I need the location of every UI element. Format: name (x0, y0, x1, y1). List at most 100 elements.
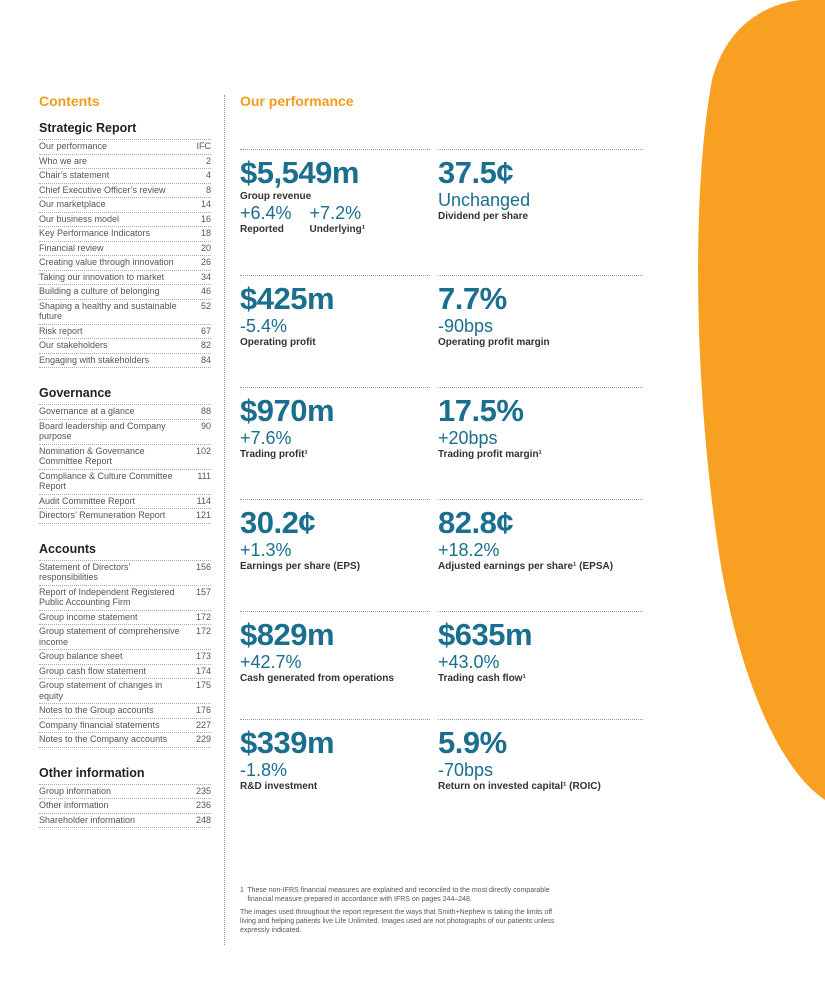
toc-item[interactable]: Creating value through innovation 26 (39, 255, 211, 270)
toc-item[interactable]: Group statement of comprehensive income 1… (39, 624, 211, 649)
toc-item-label: Report of Independent Registered Public … (39, 586, 175, 608)
toc-item[interactable]: Shareholder information 248 (39, 812, 211, 828)
metric-value: $425m (240, 281, 335, 316)
toc-item[interactable]: Group income statement 172 (39, 609, 211, 625)
metric-value: 7.7% (438, 281, 507, 316)
toc-item-label: Notes to the Company accounts (39, 734, 168, 744)
toc-item-page: 114 (196, 495, 211, 506)
toc-item-label: Nomination & Governance Committee Report (39, 445, 145, 467)
toc-item[interactable]: Our marketplace 14 (39, 197, 211, 212)
metric-label: Operating profit (240, 337, 316, 348)
metric-label: Trading profit margin¹ (438, 449, 542, 460)
contents-panel: Contents Strategic Report Our performanc… (39, 93, 211, 846)
metric-trading-profit-margin: 17.5% +20bps Trading profit margin¹ (438, 387, 643, 461)
toc-item-page: 34 (200, 271, 211, 282)
toc-item-label: Key Performance Indicators (39, 228, 151, 238)
metric-label: Group revenue (240, 191, 312, 202)
toc-item[interactable]: Compliance & Culture Committee Report 111 (39, 468, 211, 494)
toc-item-page: 121 (195, 510, 211, 520)
performance-title: Our performance (240, 93, 354, 109)
metric-trading-profit: $970m +7.6% Trading profit¹ (240, 387, 430, 461)
metric-change: +43.0% (438, 652, 500, 672)
toc-item-label: Our performance (39, 141, 108, 151)
toc-item[interactable]: Company financial statements 227 (39, 717, 211, 733)
toc-item-label: Chair’s statement (39, 170, 110, 180)
toc-item-page: 16 (200, 213, 211, 224)
toc-item-label: Notes to the Group accounts (39, 705, 154, 715)
metric-value: $970m (240, 393, 335, 428)
toc-item[interactable]: Our business model 16 (39, 211, 211, 227)
toc-item[interactable]: Shaping a healthy and sustainable future… (39, 298, 211, 324)
toc-item-page: 111 (197, 470, 211, 481)
toc-item[interactable]: Financial review 20 (39, 240, 211, 256)
toc-item[interactable]: Other information 236 (39, 798, 211, 813)
toc-item[interactable]: Directors’ Remuneration Report 121 (39, 508, 211, 524)
toc-item[interactable]: Notes to the Company accounts 229 (39, 732, 211, 748)
toc-item[interactable]: Audit Committee Report 114 (39, 493, 211, 509)
section-title: Governance (39, 386, 112, 400)
toc-item-label: Directors’ Remuneration Report (39, 510, 166, 520)
toc-item-page: 90 (200, 420, 211, 431)
toc-item[interactable]: Group cash flow statement 174 (39, 663, 211, 679)
toc-item-label: Financial review (39, 242, 104, 253)
metric-cash-from-operations: $829m +42.7% Cash generated from operati… (240, 611, 430, 685)
toc-item[interactable]: Risk report 67 (39, 323, 211, 339)
toc-item-page: 156 (195, 561, 211, 572)
toc-item-page: 46 (200, 286, 211, 296)
section-title: Strategic Report (39, 121, 137, 135)
toc-item-label: Group cash flow statement (39, 665, 147, 676)
toc-item[interactable]: Report of Independent Registered Public … (39, 584, 211, 610)
toc-item[interactable]: Who we are 2 (39, 153, 211, 169)
toc-item[interactable]: Key Performance Indicators 18 (39, 226, 211, 241)
toc-item[interactable]: Taking our innovation to market 34 (39, 269, 211, 285)
contents-title: Contents (39, 93, 100, 109)
metric-label: Return on invested capital¹ (ROIC) (438, 781, 601, 792)
toc-item-page: 236 (195, 800, 211, 810)
toc-item[interactable]: Our stakeholders 82 (39, 338, 211, 353)
toc-item[interactable]: Statement of Directors’ responsibilities… (39, 559, 211, 585)
metric-operating-profit-margin: 7.7% -90bps Operating profit margin (438, 275, 643, 349)
toc-item[interactable]: Our performance IFC (39, 139, 211, 154)
metric-change: -90bps (438, 316, 494, 336)
toc-item[interactable]: Group information 235 (39, 783, 211, 799)
metric-label: Dividend per share (438, 211, 529, 222)
toc-item-label: Creating value through innovation (39, 257, 174, 267)
toc-item[interactable]: Board leadership and Company purpose 90 (39, 418, 211, 444)
toc-item[interactable]: Chief Executive Officer’s review 8 (39, 182, 211, 198)
toc-item-page: 175 (195, 680, 211, 690)
toc-item-label: Governance at a glance (39, 406, 135, 416)
toc-item-label: Group balance sheet (39, 651, 123, 661)
toc-item-page: 235 (195, 785, 211, 796)
toc-item[interactable]: Chair’s statement 4 (39, 168, 211, 183)
toc-item-page: IFC (196, 141, 212, 151)
metric-label: Trading profit¹ (240, 449, 308, 460)
toc-item-label: Other information (39, 800, 109, 810)
toc-item[interactable]: Group balance sheet 173 (39, 649, 211, 664)
toc-item-label: Group income statement (39, 611, 138, 622)
toc-item-label: Group statement of changes in equity (39, 680, 163, 701)
toc-item[interactable]: Building a culture of belonging 46 (39, 284, 211, 299)
metric-operating-profit: $425m -5.4% Operating profit (240, 275, 430, 349)
toc-item-label: Our business model (39, 213, 120, 224)
footnote-1: 1 These non-IFRS financial measures are … (240, 886, 570, 904)
footnotes: 1 These non-IFRS financial measures are … (240, 886, 570, 939)
metric-eps: 30.2¢ +1.3% Earnings per share (EPS) (240, 499, 430, 573)
toc-item-page: 176 (195, 705, 211, 715)
toc-item-label: Who we are (39, 155, 88, 166)
toc-item-page: 172 (195, 626, 211, 636)
toc-item-page: 248 (195, 814, 211, 825)
toc-item[interactable]: Engaging with stakeholders 84 (39, 352, 211, 368)
metric-change: +20bps (438, 428, 498, 448)
toc-item[interactable]: Governance at a glance 88 (39, 404, 211, 419)
metric-change: -1.8% (240, 760, 288, 780)
underlying-label: Underlying¹ (309, 224, 366, 235)
toc-item[interactable]: Group statement of changes in equity 175 (39, 678, 211, 703)
toc-item[interactable]: Nomination & Governance Committee Report… (39, 443, 211, 469)
toc-item-page: 84 (200, 354, 211, 365)
toc-item-label: Our stakeholders (39, 340, 108, 350)
footnote-number: 1 (240, 887, 244, 894)
toc-item-label: Shareholder information (39, 814, 136, 825)
toc-item-page: 18 (200, 228, 211, 238)
toc-item[interactable]: Notes to the Group accounts 176 (39, 703, 211, 718)
toc-item-page: 8 (205, 184, 211, 195)
